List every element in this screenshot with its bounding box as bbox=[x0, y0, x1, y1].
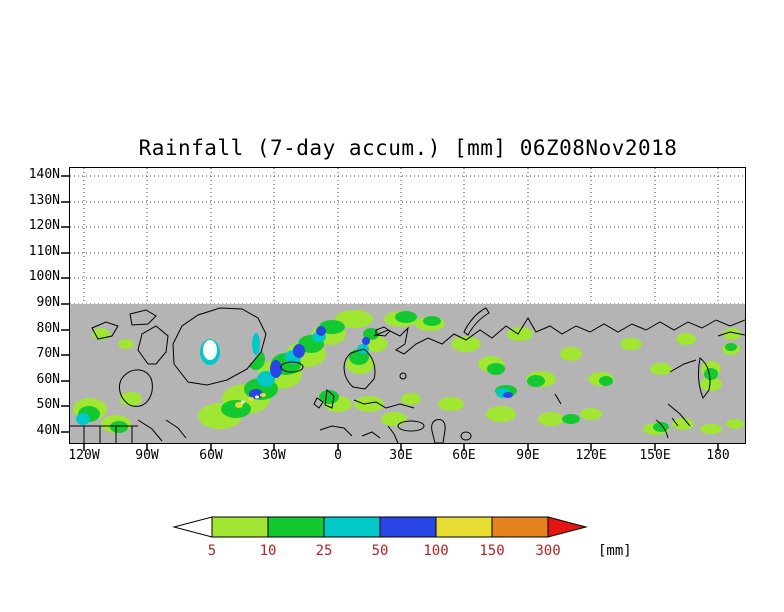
y-tick-label: 50N bbox=[36, 397, 60, 412]
colorbar bbox=[172, 516, 588, 538]
y-tick-label: 90N bbox=[36, 295, 60, 310]
x-tick-label: 60E bbox=[452, 448, 476, 463]
y-tick-label: 70N bbox=[36, 346, 60, 361]
y-tick-label: 120N bbox=[28, 218, 60, 233]
colorbar-label: 25 bbox=[315, 543, 333, 559]
colorbar-unit-label: [mm] bbox=[598, 543, 632, 559]
y-tick-label: 130N bbox=[28, 193, 60, 208]
y-tick-label: 60N bbox=[36, 372, 60, 387]
y-tick-label: 140N bbox=[28, 167, 60, 182]
x-tick-label: 120E bbox=[575, 448, 607, 463]
y-tick-label: 40N bbox=[36, 423, 60, 438]
colorbar-label: 300 bbox=[535, 543, 561, 559]
y-tick-label: 80N bbox=[36, 321, 60, 336]
colorbar-label: 100 bbox=[423, 543, 449, 559]
map-canvas bbox=[69, 167, 745, 443]
colorbar-under-arrow bbox=[172, 516, 213, 538]
x-tick-label: 60W bbox=[199, 448, 223, 463]
greenland-outline bbox=[171, 306, 267, 386]
colorbar-over-arrow bbox=[547, 516, 588, 538]
rainfall-shading bbox=[72, 309, 744, 435]
x-tick-label: 150E bbox=[639, 448, 671, 463]
figure-title: Rainfall (7-day accum.) [mm] 06Z08Nov201… bbox=[138, 136, 678, 160]
x-tick-label: 180 bbox=[706, 448, 730, 463]
x-tick-label: 30W bbox=[262, 448, 286, 463]
x-tick-label: 0 bbox=[334, 448, 342, 463]
colorbar-label: 5 bbox=[207, 543, 217, 559]
colorbar-label: 50 bbox=[371, 543, 389, 559]
x-tick-label: 90W bbox=[135, 448, 159, 463]
colorbar-label: 10 bbox=[259, 543, 277, 559]
greenland-white-patch bbox=[202, 339, 217, 360]
colorbar-label: 150 bbox=[479, 543, 505, 559]
y-tick-label: 100N bbox=[28, 269, 60, 284]
plot-area bbox=[68, 166, 746, 444]
x-tick-label: 90E bbox=[516, 448, 540, 463]
x-tick-label: 30E bbox=[389, 448, 413, 463]
coastlines bbox=[69, 306, 745, 443]
y-tick-label: 110N bbox=[28, 244, 60, 259]
x-tick-label: 120W bbox=[68, 448, 100, 463]
greenland-east-cyan bbox=[251, 332, 260, 355]
